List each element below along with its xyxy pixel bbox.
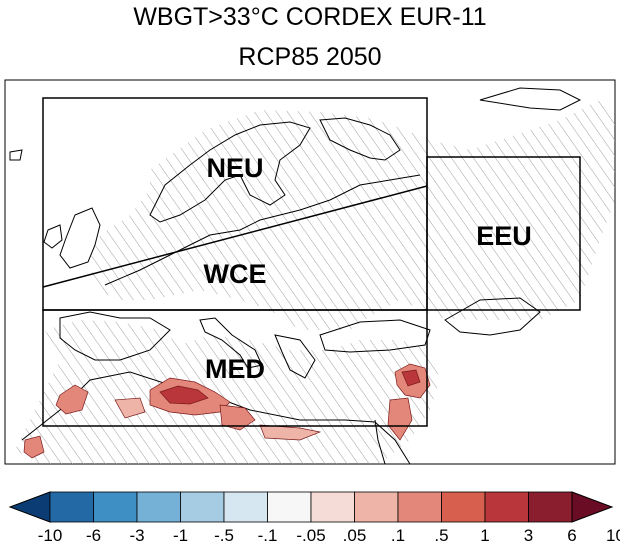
colorbar-segment [223,491,268,523]
colorbar-segment [528,491,573,523]
heat-signal-patches [23,363,431,459]
region-box-eeu [426,156,581,311]
colorbar-arrow-left [8,491,51,523]
neu-wce-divider [42,185,428,288]
region-box-med [42,309,428,427]
colorbar-tick-label: .1 [390,526,406,545]
colorbar-segment [354,491,399,523]
colorbar [8,491,614,523]
colorbar-segment [441,491,486,523]
colorbar-segment [93,491,138,523]
colorbar-tick-label: 3 [523,526,534,545]
colorbar-tick-label: -6 [85,526,102,545]
colorbar-tick-label: -.05 [296,526,326,545]
colorbar-tick-label: .5 [434,526,449,545]
map-title-line1: WBGT>33°C CORDEX EUR-11 [133,3,487,31]
region-label-med: MED [205,354,265,384]
colorbar-segment [49,491,94,523]
colorbar-segment [136,491,181,523]
colorbar-tick-label: 1 [480,526,490,545]
colorbar-tick-label: 6 [567,526,577,545]
colorbar-segment [397,491,442,523]
colorbar-arrow-right [571,491,614,523]
region-boxes [42,97,581,427]
colorbar-segment [267,491,312,523]
colorbar-tick-label: -10 [37,526,63,545]
coastlines [9,87,582,464]
colorbar-tick-label: -.5 [214,526,234,545]
colorbar-segment [310,491,355,523]
colorbar-segment [484,491,529,523]
colorbar-tick-label: -.1 [257,526,278,545]
region-label-neu: NEU [206,153,263,183]
region-label-eeu: EEU [476,221,532,251]
region-label-wce: WCE [204,259,267,289]
colorbar-tick-label: 10 [606,526,620,545]
colorbar-tick-label: -1 [172,526,189,545]
colorbar-tick-label: -3 [129,526,145,545]
hatched-land-south [15,320,440,464]
colorbar-segment [180,491,225,523]
map-title-line2: RCP85 2050 [238,43,382,71]
colorbar-tick-label: .05 [342,526,367,545]
